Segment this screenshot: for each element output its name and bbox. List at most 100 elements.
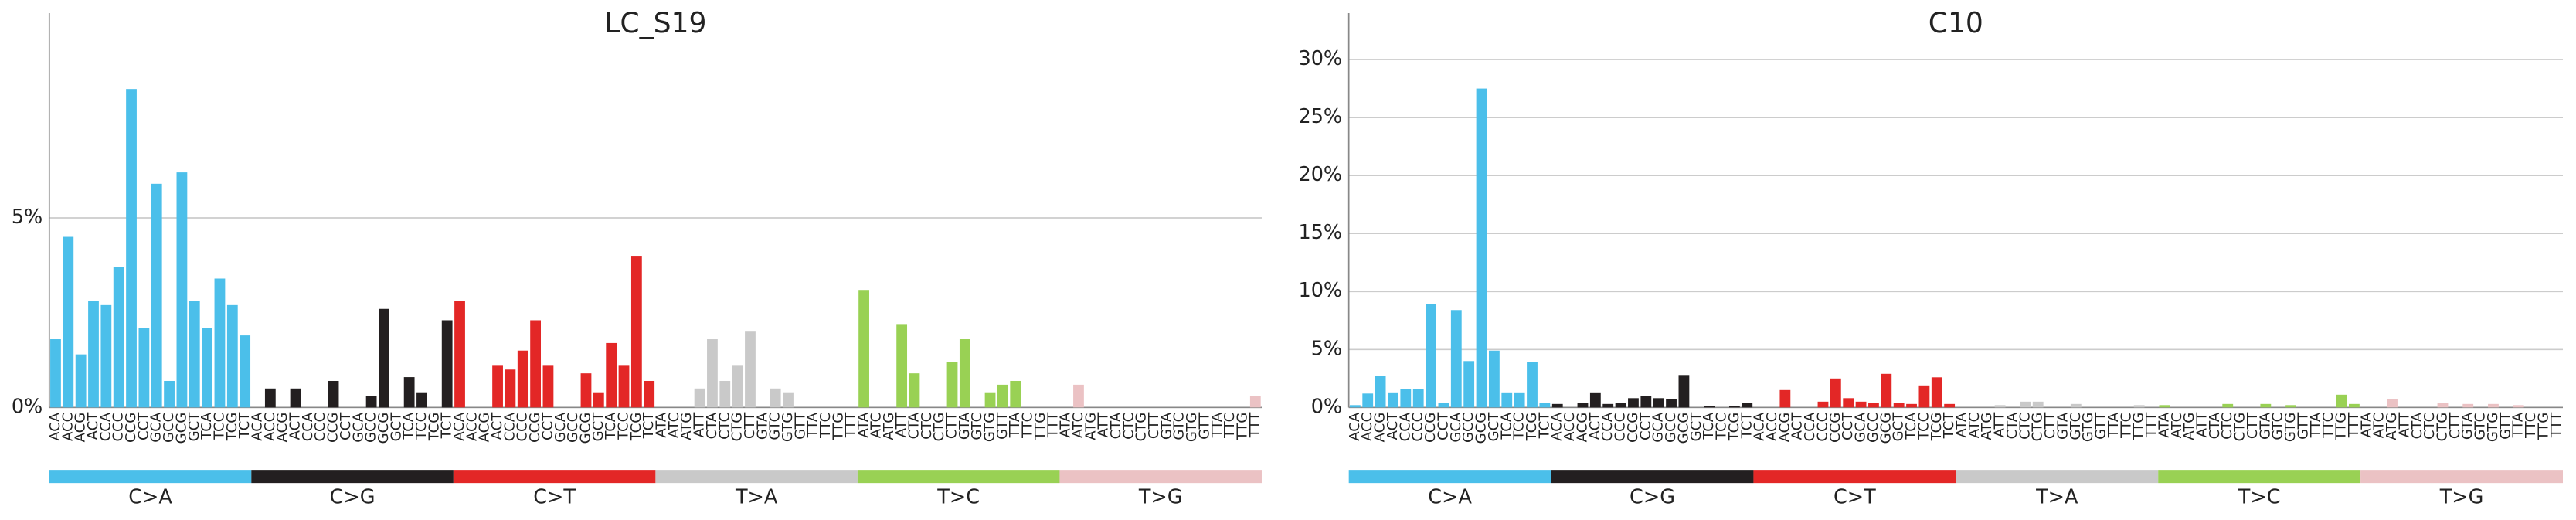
bar	[959, 339, 970, 408]
x-tick-label: ATT	[1992, 412, 2008, 438]
x-tick-label: ACA	[47, 412, 63, 441]
x-tick-label: ACA	[249, 412, 265, 441]
bar	[745, 331, 756, 408]
x-tick-label: TTA	[805, 412, 821, 438]
x-tick-label: TCT	[641, 412, 657, 440]
bar	[328, 380, 339, 408]
x-tick-label: GTC	[969, 413, 985, 440]
x-tick-label: GCT	[1688, 412, 1704, 442]
y-tick-label: 10%	[1298, 279, 1342, 302]
bar	[1817, 401, 1829, 408]
x-tick-label: TCC	[413, 413, 430, 440]
bar	[770, 388, 781, 408]
x-tick-label: GCT	[1486, 412, 1502, 442]
bar	[1918, 385, 1930, 408]
x-tick-label: GTA	[1158, 412, 1174, 440]
x-tick-label: TTT	[843, 412, 859, 438]
x-tick-label: TCA	[401, 412, 417, 440]
x-tick-label: CCC	[1410, 413, 1426, 442]
bar	[126, 89, 137, 408]
x-tick-label: TCT	[1941, 412, 1957, 440]
x-tick-label: GCC	[1663, 413, 1679, 443]
x-tick-label: ATT	[1096, 412, 1112, 438]
bar	[492, 365, 503, 408]
bar	[240, 335, 251, 408]
x-tick-label: ACG	[1372, 413, 1388, 443]
x-tick-label: GTT	[2295, 412, 2311, 440]
bar	[606, 342, 617, 408]
bar	[858, 290, 869, 408]
bar	[1501, 392, 1513, 408]
x-tick-label: GTT	[2497, 412, 2513, 440]
x-tick-label: TTT	[2143, 412, 2160, 438]
bar	[1551, 403, 1563, 408]
x-tick-label: GTA	[754, 412, 770, 440]
x-tick-label: TTG	[1234, 413, 1250, 441]
x-tick-label: ACG	[1574, 413, 1590, 443]
y-tick-label: 5%	[12, 206, 42, 229]
x-tick-label: TTA	[2105, 412, 2122, 438]
x-tick-label: ATT	[893, 412, 909, 438]
x-tick-label: GCT	[590, 412, 607, 442]
bar	[100, 304, 112, 408]
bar	[1653, 398, 1664, 408]
x-tick-label: ATG	[2181, 413, 2197, 440]
x-tick-label: GTG	[2485, 413, 2501, 442]
x-tick-label: TTA	[2510, 412, 2527, 438]
bar	[151, 183, 162, 408]
bar	[2133, 405, 2145, 408]
x-tick-label: ATA	[1058, 412, 1074, 438]
x-tick-label: ACG	[274, 413, 291, 443]
bar	[2437, 403, 2449, 408]
bar	[1476, 88, 1487, 408]
bar	[226, 304, 238, 408]
x-tick-label: TCG	[1726, 413, 1742, 442]
bar	[517, 350, 528, 408]
x-tick-label: CTA	[2409, 412, 2425, 439]
x-tick-label: GTG	[780, 413, 796, 442]
group-band	[2158, 470, 2361, 484]
chart-title: C10	[1929, 6, 1983, 39]
x-tick-label: CTT	[1146, 412, 1162, 439]
bar	[264, 388, 276, 408]
x-tick-label: GTG	[1184, 413, 1200, 442]
x-tick-label: ACC	[464, 413, 480, 441]
x-tick-label: CTT	[944, 412, 960, 439]
bar	[63, 236, 74, 408]
group-label: T>A	[2035, 485, 2078, 508]
x-tick-label: CTG	[1133, 413, 1150, 442]
x-tick-label: CCT	[338, 412, 354, 440]
bar	[189, 301, 200, 408]
bar	[1704, 406, 1715, 408]
group-label: T>C	[936, 485, 980, 508]
x-tick-label: GTC	[2068, 413, 2084, 440]
bar	[2032, 401, 2044, 408]
bar	[379, 308, 389, 408]
x-tick-label: CTG	[931, 413, 947, 442]
x-tick-label: TCC	[1714, 413, 1730, 440]
x-tick-label: ATC	[868, 413, 884, 439]
x-tick-label: CCG	[1625, 413, 1641, 443]
x-tick-label: TTG	[2333, 413, 2350, 441]
bar	[1843, 398, 1854, 408]
y-tick-label: 5%	[1311, 337, 1342, 360]
x-tick-label: ACG	[1776, 413, 1793, 443]
x-tick-label: GTT	[2093, 412, 2109, 440]
x-tick-label: TCC	[616, 413, 632, 440]
x-tick-label: ATG	[2384, 413, 2400, 440]
group-label: C>A	[1428, 485, 1472, 508]
x-tick-label: CTC	[2421, 413, 2438, 440]
x-tick-label: TTC	[2118, 413, 2134, 439]
bar	[1615, 403, 1626, 408]
bar	[505, 369, 516, 408]
group-band	[453, 470, 656, 484]
bar	[1400, 389, 1412, 408]
bar	[2285, 405, 2296, 408]
x-tick-label: CTA	[1108, 412, 1124, 439]
x-tick-label: CCA	[1397, 412, 1413, 441]
bar	[202, 328, 213, 408]
x-tick-label: TCA	[603, 412, 619, 440]
x-tick-label: GTC	[1171, 413, 1188, 440]
bar	[1994, 405, 2006, 408]
x-tick-label: TCA	[1498, 412, 1514, 440]
